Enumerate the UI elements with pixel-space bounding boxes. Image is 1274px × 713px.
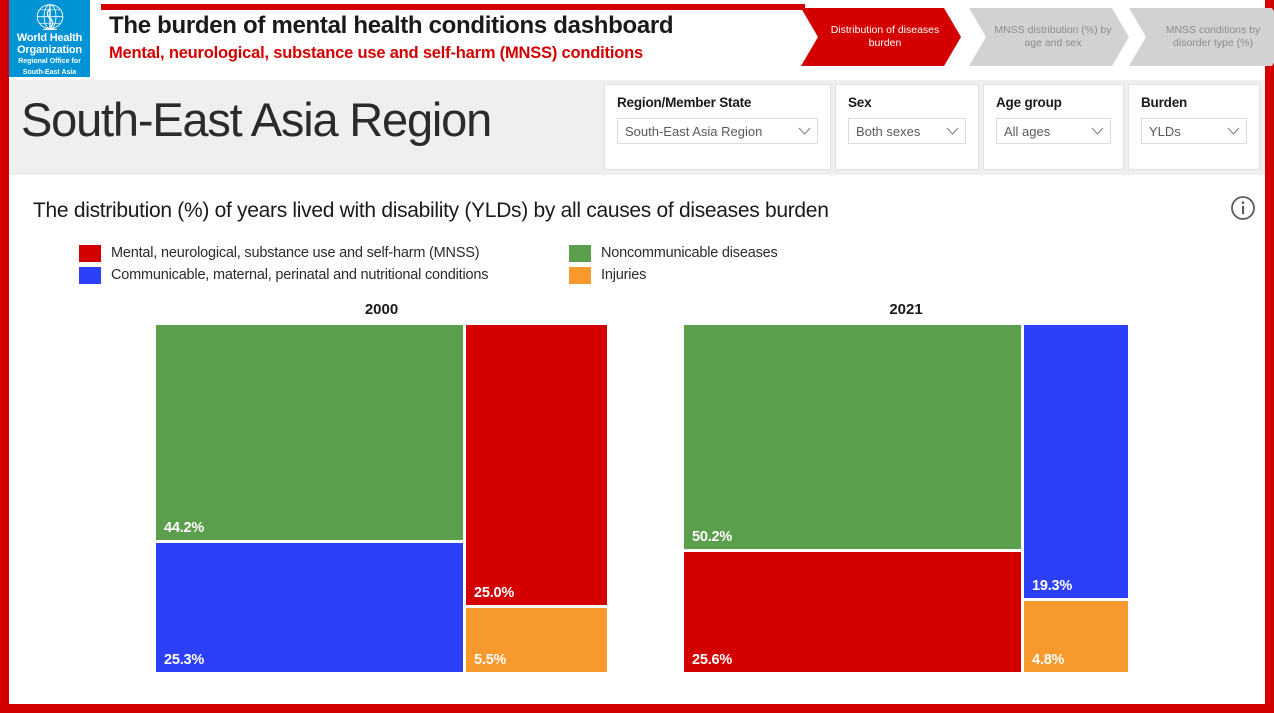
treemap-cell-injuries-2000[interactable]: 5.5% (466, 608, 607, 672)
tab-mnss-conditions-by-disorder-type[interactable]: MNSS conditions by disorder type (%) (1129, 8, 1274, 66)
legend-label-communicable: Communicable, maternal, perinatal and nu… (111, 267, 489, 283)
sex-select-value: Both sexes (856, 123, 921, 139)
treemap-cell-noncommunicable-2021[interactable]: 50.2% (684, 325, 1021, 549)
info-circle-icon[interactable] (1230, 195, 1256, 221)
tab-distribution-of-diseases-burden[interactable]: Distribution of diseases burden (801, 8, 961, 66)
legend-item-mnss: Mental, neurological, substance use and … (79, 245, 488, 264)
page-subtitle: Mental, neurological, substance use and … (109, 44, 643, 62)
treemap-cell-injuries-2021[interactable]: 4.8% (1024, 601, 1128, 672)
legend-swatch-noncommunicable (569, 245, 591, 262)
filter-sex: Sex Both sexes (835, 84, 979, 170)
burden-select[interactable]: YLDs (1141, 118, 1247, 144)
chevron-down-icon (1091, 127, 1104, 135)
legend-swatch-mnss (79, 245, 101, 262)
region-select[interactable]: South-East Asia Region (617, 118, 818, 144)
filter-burden: Burden YLDs (1128, 84, 1260, 170)
tab-mnss-distribution-by-age-and-sex[interactable]: MNSS distribution (%) by age and sex (969, 8, 1129, 66)
chart-title: The distribution (%) of years lived with… (33, 199, 829, 222)
chevron-down-icon (946, 127, 959, 135)
filter-bar: South-East Asia Region Region/Member Sta… (9, 80, 1265, 175)
filter-label-sex: Sex (848, 95, 872, 110)
filter-age-group: Age group All ages (983, 84, 1124, 170)
logo-sub-line-2: South-East Asia (22, 68, 77, 76)
legend-label-mnss: Mental, neurological, substance use and … (111, 245, 480, 261)
legend-column-left: Mental, neurological, substance use and … (79, 245, 489, 289)
treemap-cell-communicable-2000[interactable]: 25.3% (156, 543, 463, 672)
filter-region-member-state: Region/Member State South-East Asia Regi… (604, 84, 831, 170)
treemap-label-injuries-2000: 5.5% (474, 652, 507, 668)
legend-column-right: Noncommunicable diseases Injuries (569, 245, 778, 289)
legend-item-injuries: Injuries (569, 267, 778, 286)
filter-label-age-group: Age group (996, 95, 1062, 110)
treemap-label-noncommunicable-2000: 44.2% (164, 520, 205, 536)
treemap-cell-mnss-2021[interactable]: 25.6% (684, 552, 1021, 672)
filter-label-region: Region/Member State (617, 95, 752, 110)
treemap-label-injuries-2021: 4.8% (1032, 652, 1065, 668)
region-select-value: South-East Asia Region (625, 123, 763, 139)
age-group-select[interactable]: All ages (996, 118, 1111, 144)
age-group-select-value: All ages (1004, 123, 1051, 139)
app-header: World Health Organization Regional Offic… (9, 0, 1265, 80)
treemap-label-communicable-2021: 19.3% (1032, 578, 1073, 594)
chart-panel: The distribution (%) of years lived with… (9, 175, 1265, 704)
treemap-label-communicable-2000: 25.3% (164, 652, 205, 668)
who-logo: World Health Organization Regional Offic… (9, 0, 90, 77)
filter-label-burden: Burden (1141, 95, 1188, 110)
header-rule (101, 4, 805, 10)
chevron-down-icon (798, 127, 811, 135)
burden-select-value: YLDs (1149, 123, 1181, 139)
logo-sub-line-1: Regional Office for (18, 58, 81, 65)
legend-item-noncommunicable: Noncommunicable diseases (569, 245, 778, 264)
treemap-2021: 2021 50.2% 25.6% 19.3% 4.8% (684, 301, 1128, 672)
page-title: The burden of mental health conditions d… (109, 12, 674, 39)
treemap-cell-communicable-2021[interactable]: 19.3% (1024, 325, 1128, 598)
sex-select[interactable]: Both sexes (848, 118, 966, 144)
legend-label-injuries: Injuries (601, 267, 647, 283)
who-emblem-icon (36, 4, 63, 30)
legend-label-noncommunicable: Noncommunicable diseases (601, 245, 778, 261)
treemap-2000-title: 2000 (364, 301, 399, 318)
treemap-cell-noncommunicable-2000[interactable]: 44.2% (156, 325, 463, 540)
legend-swatch-injuries (569, 267, 591, 284)
chevron-down-icon (1227, 127, 1240, 135)
treemap-cell-mnss-2000[interactable]: 25.0% (466, 325, 607, 605)
treemap-2000: 2000 44.2% 25.3% 25.0% 5.5% (156, 301, 607, 672)
logo-line-1: World Health (16, 32, 83, 44)
treemap-label-mnss-2000: 25.0% (474, 585, 515, 601)
legend-item-communicable: Communicable, maternal, perinatal and nu… (79, 267, 489, 286)
treemap-label-mnss-2021: 25.6% (692, 652, 733, 668)
treemap-label-noncommunicable-2021: 50.2% (692, 529, 733, 545)
region-heading: South-East Asia Region (21, 93, 492, 146)
logo-line-2: Organization (17, 43, 82, 56)
treemap-2021-title: 2021 (889, 301, 923, 318)
legend-swatch-communicable (79, 267, 101, 284)
